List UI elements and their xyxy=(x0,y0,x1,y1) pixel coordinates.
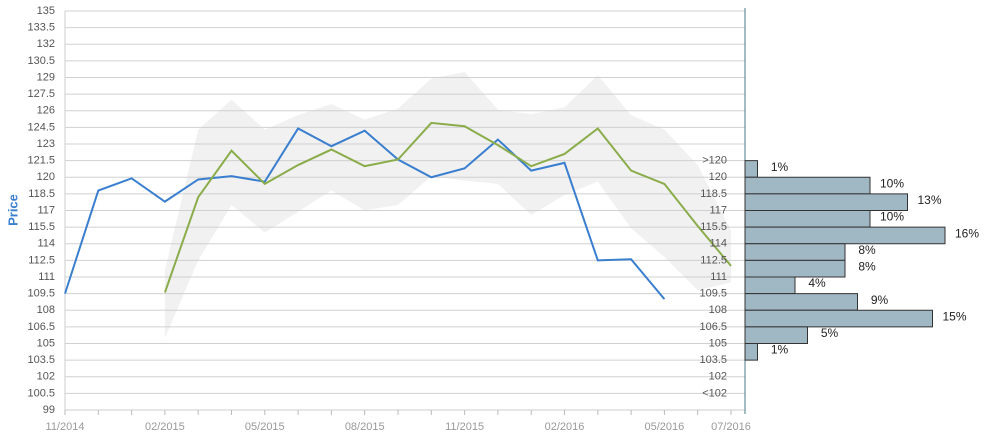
y-tick-label: 105 xyxy=(37,337,55,349)
bar-value-label: 13% xyxy=(917,193,941,207)
x-tick-label: 02/2016 xyxy=(545,421,585,433)
y-tick-label: 106.5 xyxy=(27,321,55,333)
histogram-bar xyxy=(744,176,871,195)
y-tick-label: 132 xyxy=(37,38,55,50)
bar-value-label: 16% xyxy=(955,226,979,240)
histogram-bar xyxy=(744,343,758,361)
bar-value-label: 4% xyxy=(808,276,826,290)
y-tick-label: 99 xyxy=(43,404,55,416)
y-tick-label: 112.5 xyxy=(28,254,55,266)
y-tick-label: 108 xyxy=(37,304,55,316)
bin-label: 108 xyxy=(709,304,727,316)
y-axis-label: Price xyxy=(5,194,20,226)
y-tick-label: 117 xyxy=(37,204,55,216)
x-tick-label: 08/2015 xyxy=(345,421,385,433)
x-tick-label: 05/2015 xyxy=(245,421,285,433)
y-tick-label: 127.5 xyxy=(27,88,55,100)
histogram-bar xyxy=(744,293,858,311)
bin-label: 105 xyxy=(709,337,727,349)
y-tick-label: 135 xyxy=(37,5,55,17)
x-tick-label: 11/2014 xyxy=(46,421,85,433)
bar-value-label: 10% xyxy=(880,176,904,190)
y-tick-label: 102 xyxy=(37,371,55,383)
bin-label: 114 xyxy=(709,238,727,250)
histogram-bar xyxy=(744,326,808,344)
x-tick-label: 07/2016 xyxy=(711,421,751,433)
y-tick-label: 126 xyxy=(37,105,55,117)
bin-label: 109.5 xyxy=(699,288,727,300)
bin-label: 102 xyxy=(709,371,727,383)
y-tick-label: 118.5 xyxy=(28,188,55,200)
y-tick-label: 109.5 xyxy=(27,288,55,300)
bar-value-label: 8% xyxy=(858,260,876,274)
bin-label: 103.5 xyxy=(699,354,727,366)
y-tick-label: 115.5 xyxy=(28,221,55,233)
bin-label: 112.5 xyxy=(700,254,727,266)
histogram-bar xyxy=(744,276,796,295)
bin-label: 117 xyxy=(709,204,727,216)
x-tick-label: 05/2016 xyxy=(645,421,685,433)
y-tick-label: 121.5 xyxy=(27,155,55,167)
series-line xyxy=(64,127,666,300)
y-tick-label: 133.5 xyxy=(27,22,55,34)
bar-value-label: 1% xyxy=(771,160,789,174)
bin-label: 120 xyxy=(709,171,727,183)
histogram-bar xyxy=(744,193,908,211)
y-tick-label: 123 xyxy=(37,138,55,150)
bin-label: >120 xyxy=(702,155,727,167)
bin-label: <102 xyxy=(702,387,727,399)
bar-value-label: 10% xyxy=(880,210,904,224)
x-tick-label: 11/2015 xyxy=(445,421,484,433)
y-tick-label: 124.5 xyxy=(27,121,55,133)
histogram-bar xyxy=(744,226,946,245)
histogram-bar xyxy=(744,309,933,328)
series-line xyxy=(163,121,732,293)
bin-label: 118.5 xyxy=(700,188,727,200)
bar-value-label: 1% xyxy=(771,343,789,357)
band-area xyxy=(164,71,731,338)
bar-value-label: 15% xyxy=(942,309,966,323)
y-tick-label: 114 xyxy=(37,238,55,250)
histogram-bar xyxy=(744,210,871,228)
histogram-bar xyxy=(744,160,758,178)
bar-value-label: 8% xyxy=(858,243,876,257)
bar-value-label: 9% xyxy=(871,293,889,307)
y-tick-label: 103.5 xyxy=(27,354,55,366)
y-tick-label: 120 xyxy=(37,171,55,183)
bar-value-label: 5% xyxy=(821,326,839,340)
bin-label: 106.5 xyxy=(699,321,727,333)
y-tick-label: 100.5 xyxy=(27,387,55,399)
y-tick-label: 129 xyxy=(37,71,55,83)
histogram-bar xyxy=(744,259,846,278)
y-tick-label: 111 xyxy=(38,271,55,283)
histogram-bar xyxy=(744,243,846,261)
y-tick-label: 130.5 xyxy=(27,55,55,67)
bin-label: 111 xyxy=(710,271,727,283)
bin-label: 115.5 xyxy=(700,221,727,233)
x-tick-label: 02/2015 xyxy=(145,421,185,433)
